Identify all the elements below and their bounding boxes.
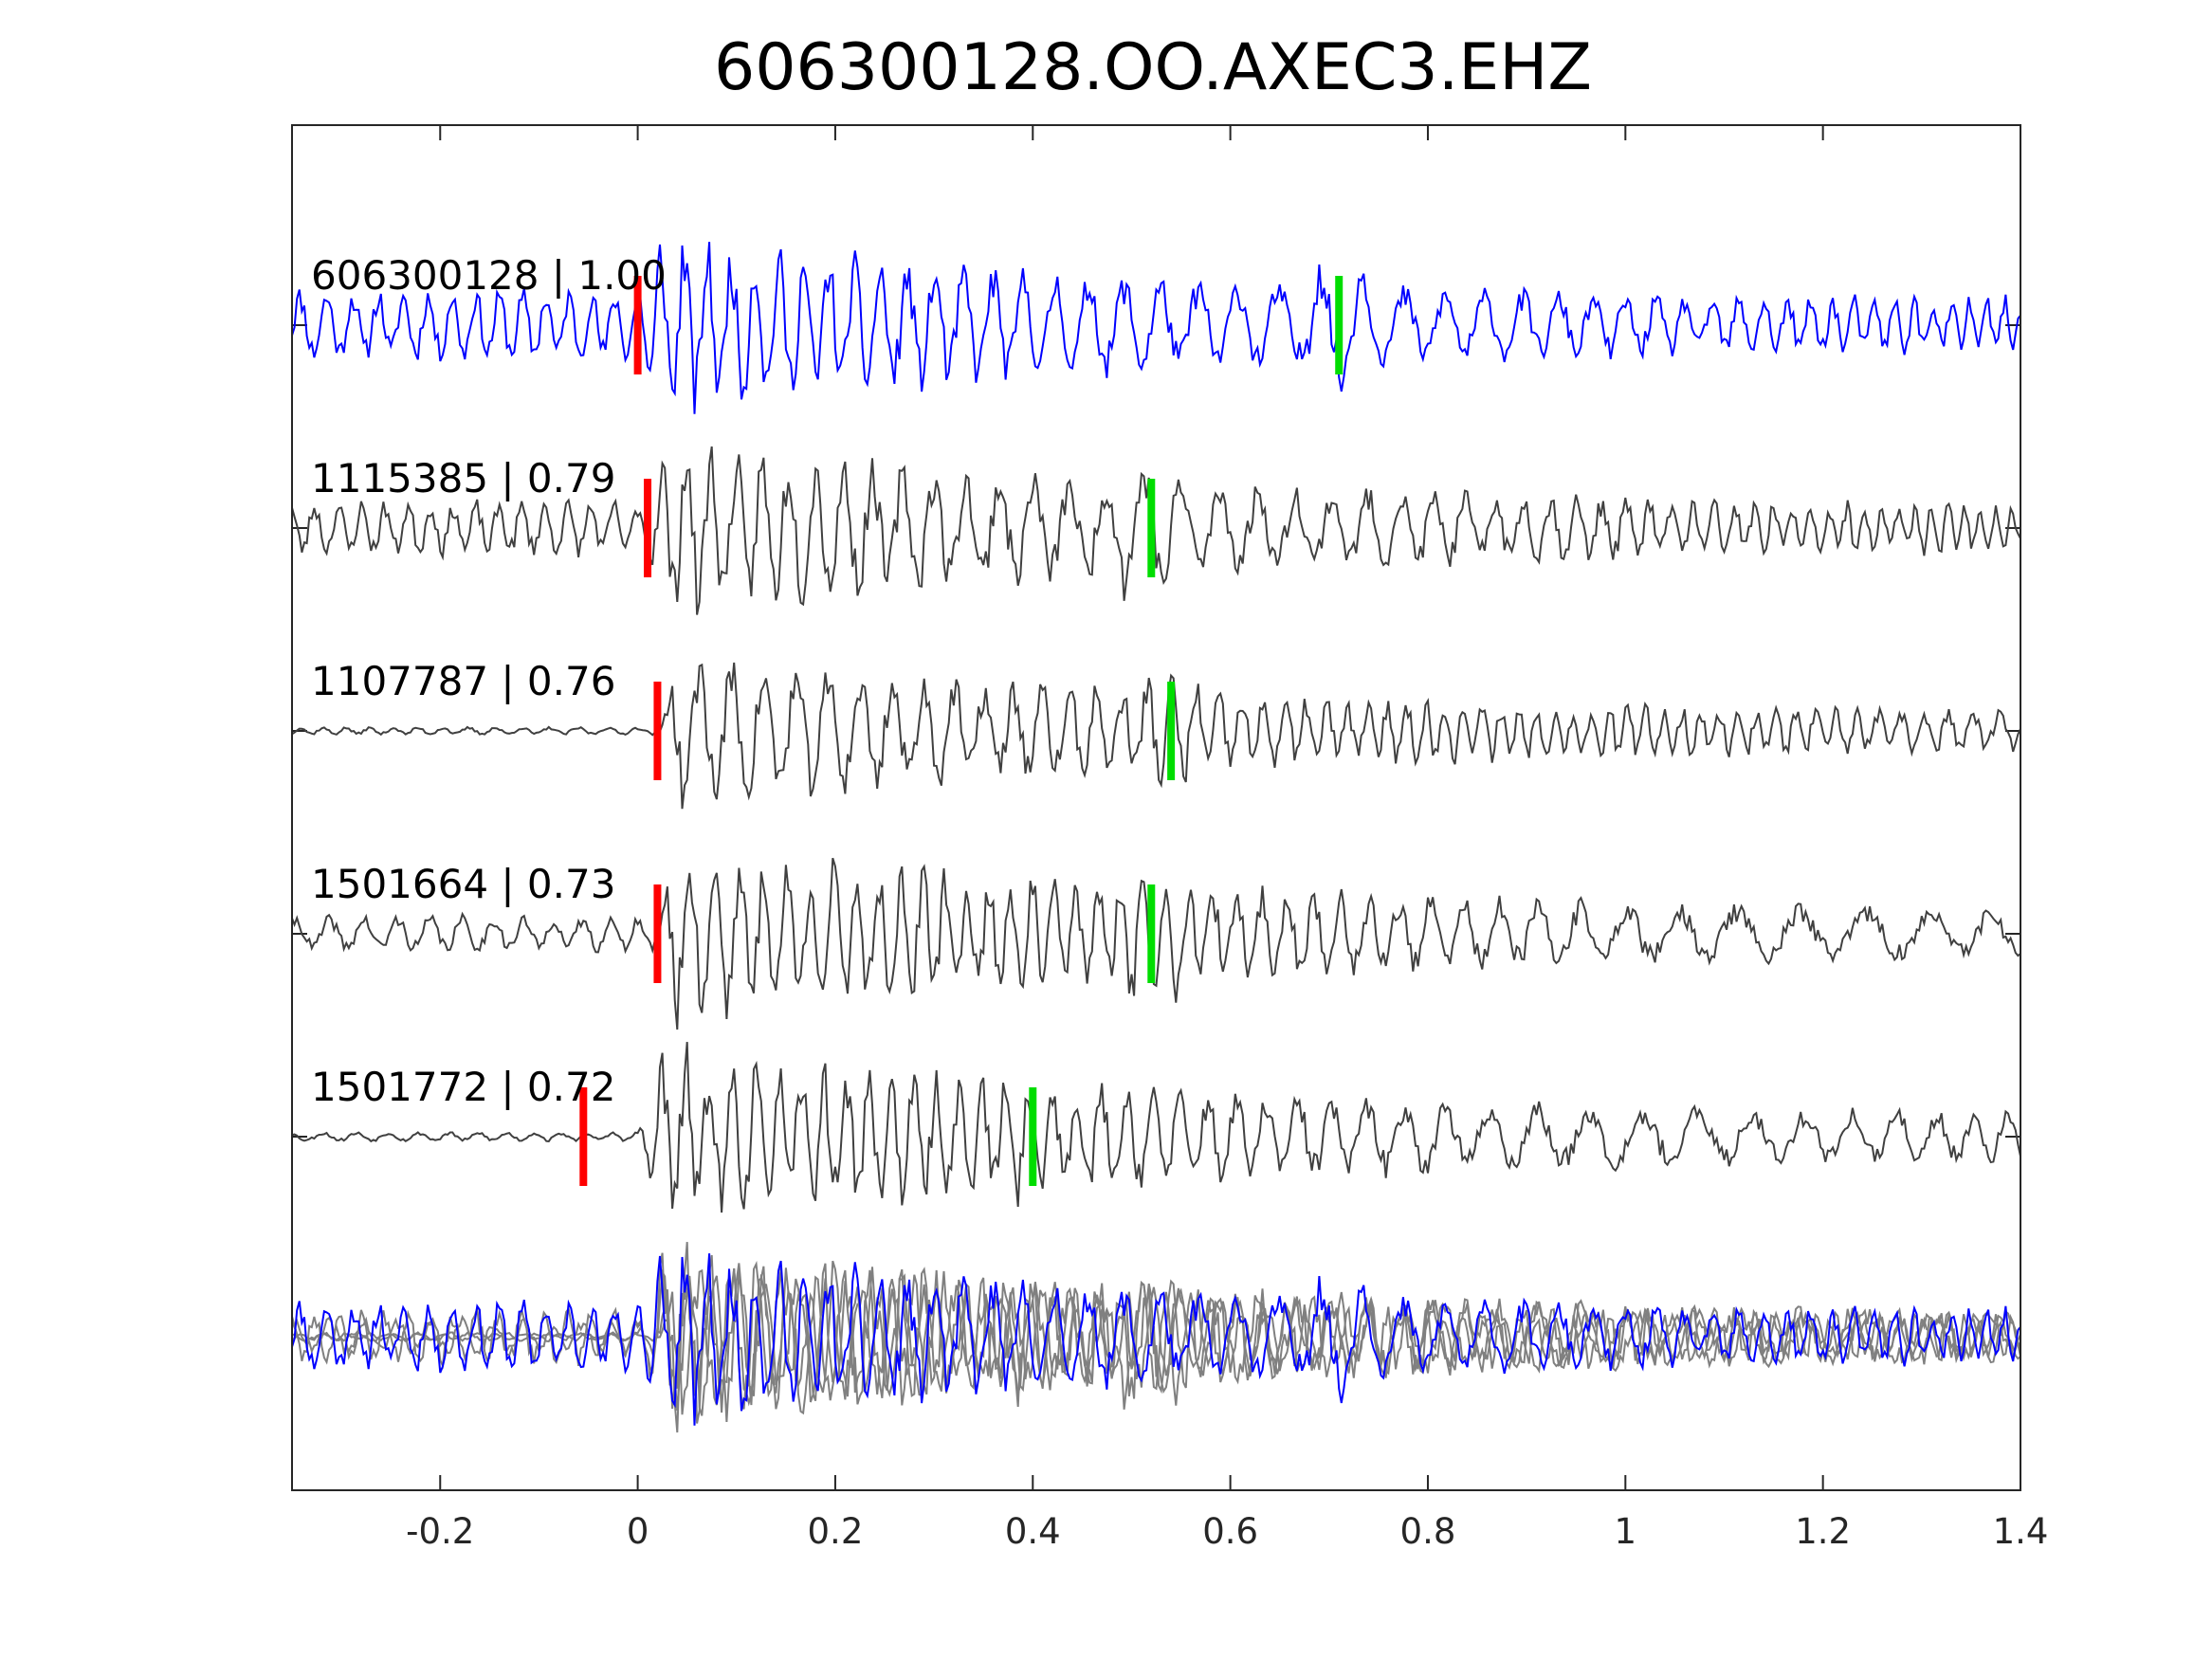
trace-label: 1501772 | 0.72 [311,1064,615,1110]
x-tick-label: 0.2 [808,1511,864,1552]
axes-frame [291,124,2021,1491]
trace-label: 1115385 | 0.79 [311,455,615,501]
trace-group: 1115385 | 0.79 [291,446,2021,615]
trace-label: 1501664 | 0.73 [311,861,615,907]
trace-group: 606300128 | 1.00 [291,242,2021,414]
x-tick-label: 1 [1615,1511,1637,1552]
x-tick-label: 0.4 [1005,1511,1061,1552]
overlay-trace-line [291,1253,2021,1426]
x-tick-label: -0.2 [406,1511,474,1552]
trace-line [291,242,2021,414]
x-tick-label: 1.4 [1993,1511,2049,1552]
trace-line [291,446,2021,615]
chart-title: 606300128.OO.AXEC3.EHZ [714,30,1592,105]
x-tick-label: 0.8 [1400,1511,1456,1552]
x-tick-label: 0 [627,1511,649,1552]
trace-line [291,857,2021,1030]
trace-line [291,662,2021,810]
overlay-trace-line [291,1260,2021,1433]
trace-label: 606300128 | 1.00 [311,252,667,299]
trace-group: 1501664 | 0.73 [291,857,2021,1030]
plot-area: 606300128 | 1.00 1115385 | 0.79 1107787 | … [291,242,2021,1433]
trace-group: 1501772 | 0.72 [291,1042,2021,1213]
x-tick-label: 1.2 [1795,1511,1851,1552]
x-axis: -0.2 0 0.2 0.4 0.6 0.8 1 1.2 1.4 [406,125,2048,1552]
x-tick-label: 0.6 [1202,1511,1258,1552]
overlay-group [291,1242,2021,1433]
trace-label: 1107787 | 0.76 [311,658,615,704]
overlay-trace-line [291,1267,2021,1415]
trace-group: 1107787 | 0.76 [291,658,2021,810]
